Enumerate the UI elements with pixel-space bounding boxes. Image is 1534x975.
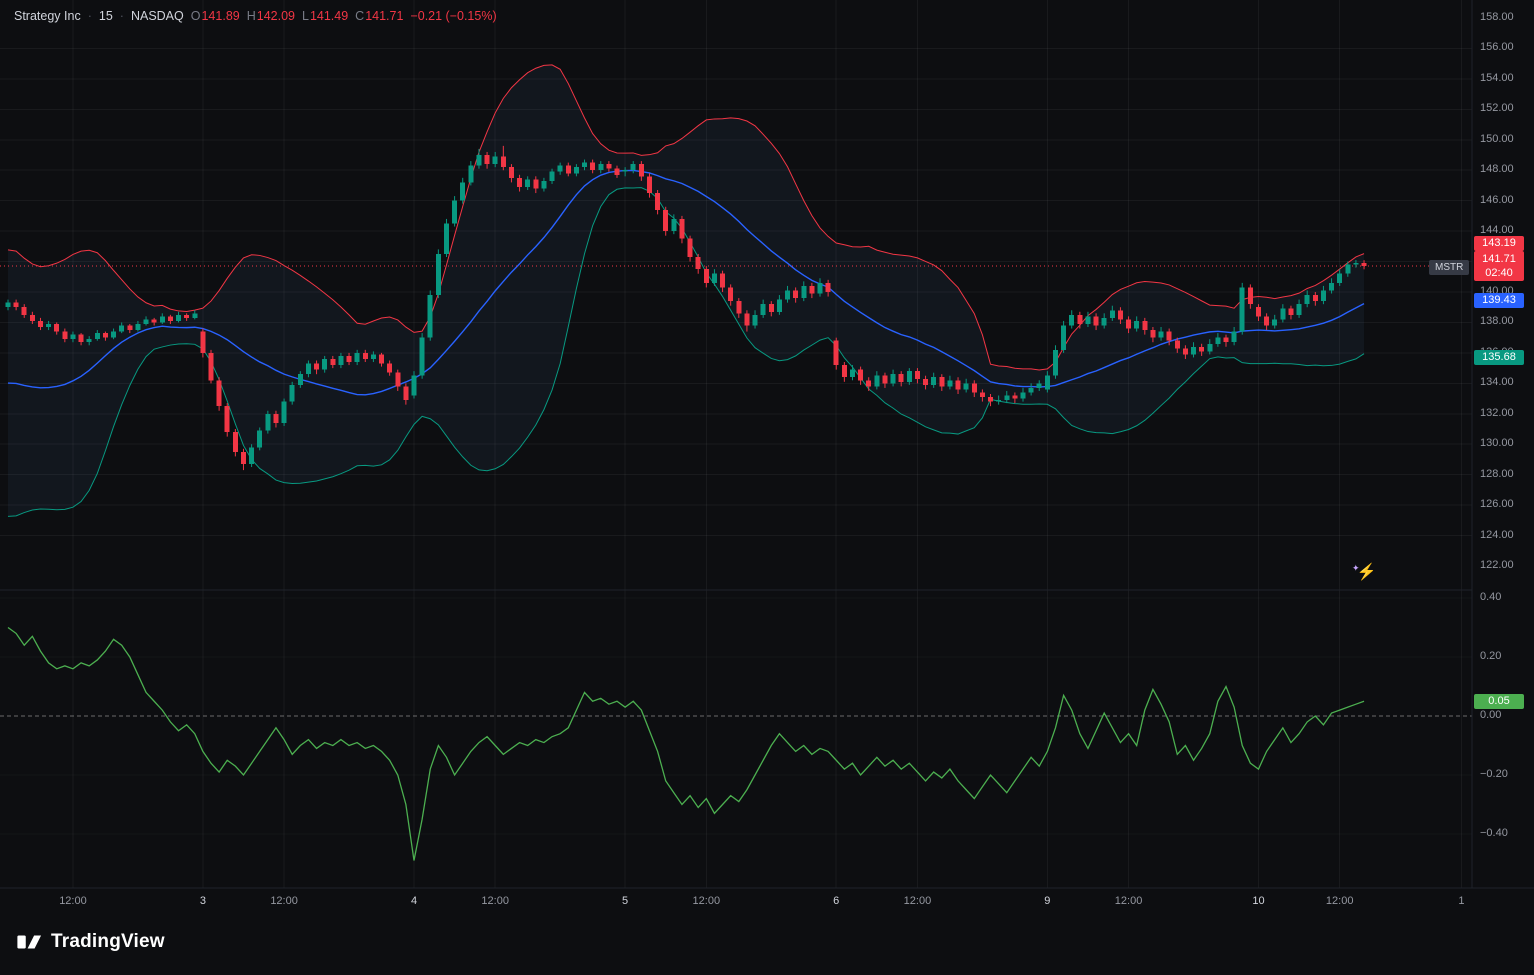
time-axis-label: 12:00 — [59, 895, 87, 907]
high-value: H 142.09 — [246, 9, 295, 23]
legend-separator: · — [87, 9, 92, 23]
change-value: −0.21 (−0.15%) — [410, 9, 497, 23]
price-tick-label: 152.00 — [1480, 102, 1514, 115]
time-axis-label: 12:00 — [692, 895, 721, 907]
oscillator-tick-label: 0.00 — [1480, 709, 1502, 721]
exchange-label[interactable]: NASDAQ — [130, 9, 184, 23]
oscillator-tick-label: −0.20 — [1480, 768, 1508, 780]
tradingview-wordmark: TradingView — [51, 931, 165, 952]
low-value: L 141.49 — [301, 9, 349, 23]
basis-band-price-tag: 139.43 — [1474, 293, 1524, 308]
time-axis-label: 12:00 — [270, 895, 298, 907]
close-value: C 141.71 — [355, 9, 404, 23]
symbol-name[interactable]: Strategy Inc — [14, 9, 81, 23]
symbol-price-label: MSTR — [1429, 260, 1470, 275]
open-value: O 141.89 — [190, 9, 240, 23]
symbol-legend: Strategy Inc · 15 · NASDAQ O 141.89 H 142.… — [14, 9, 497, 23]
price-tick-label: 132.00 — [1480, 406, 1514, 419]
oscillator-value-tag: 0.05 — [1474, 694, 1524, 709]
bar-countdown: 02:40 — [1485, 267, 1513, 279]
bollinger-upper-line — [7, 64, 1365, 371]
price-tick-label: 158.00 — [1480, 11, 1514, 23]
time-axis-label: 12:00 — [1114, 895, 1143, 907]
price-tick-label: 154.00 — [1480, 71, 1514, 84]
price-tick-label: 122.00 — [1480, 559, 1514, 571]
price-tick-label: 130.00 — [1480, 437, 1514, 450]
tradingview-logo[interactable]: TradingView — [16, 929, 165, 955]
chart-canvas[interactable] — [0, 0, 1534, 918]
price-tick-label: 156.00 — [1480, 41, 1514, 54]
last-price-value: 141.71 — [1482, 253, 1516, 265]
bollinger-lower-line — [7, 187, 1365, 517]
bollinger-fill — [8, 64, 1365, 517]
time-axis-label: 4 — [410, 895, 418, 907]
time-axis-label: 12:00 — [903, 895, 932, 907]
lower-band-price-tag: 135.68 — [1474, 350, 1524, 365]
price-tick-label: 144.00 — [1480, 224, 1514, 237]
tradingview-mark — [17, 935, 42, 949]
lightning-sparkle-icon[interactable]: ✦⚡ — [1352, 562, 1377, 581]
interval-label[interactable]: 15 — [98, 9, 113, 23]
price-tick-label: 128.00 — [1480, 467, 1514, 480]
time-axis-label: 1 — [1458, 895, 1465, 907]
time-axis-label: 5 — [622, 895, 629, 907]
oscillator-tick-label: −0.40 — [1480, 827, 1508, 839]
oscillator-tick-label: 0.20 — [1480, 650, 1502, 662]
time-axis-label: 9 — [1044, 895, 1051, 907]
oscillator-line — [7, 626, 1365, 861]
price-tick-label: 126.00 — [1480, 498, 1514, 511]
legend-separator: · — [119, 9, 124, 23]
price-tick-label: 124.00 — [1480, 528, 1514, 541]
price-tick-label: 146.00 — [1480, 193, 1514, 206]
time-axis-label: 6 — [833, 895, 840, 907]
bollinger-basis-line — [7, 169, 1365, 396]
last-price-tag: 141.71 02:40 — [1474, 251, 1524, 281]
upper-band-price-tag: 143.19 — [1474, 236, 1524, 251]
time-axis-label: 12:00 — [481, 895, 509, 907]
price-tick-label: 138.00 — [1480, 315, 1514, 328]
time-axis-label: 3 — [199, 895, 206, 907]
time-axis-label: 12:00 — [1325, 895, 1354, 907]
price-tick-label: 150.00 — [1480, 132, 1514, 145]
time-axis-label: 10 — [1252, 895, 1265, 907]
oscillator-tick-label: 0.40 — [1480, 591, 1502, 603]
price-tick-label: 148.00 — [1480, 163, 1514, 176]
price-tick-label: 134.00 — [1480, 376, 1514, 389]
